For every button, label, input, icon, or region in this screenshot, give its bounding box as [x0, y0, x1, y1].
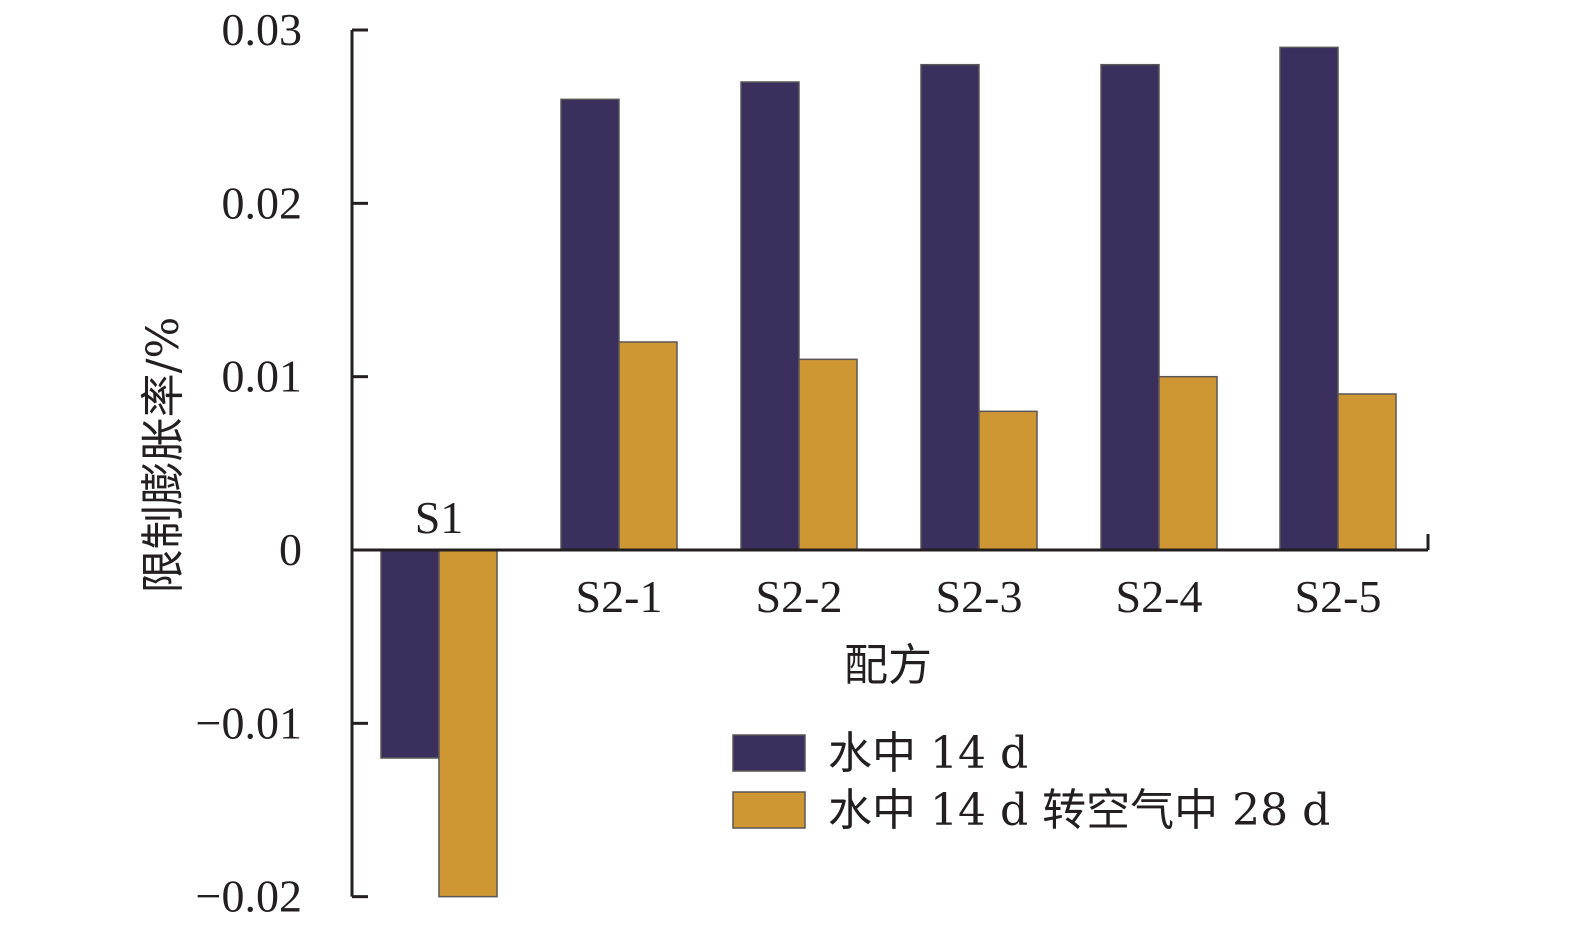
category-label: S1 — [415, 492, 464, 543]
bar-s2-3-series-1 — [920, 63, 980, 551]
bar-s2-4-series-2 — [1158, 375, 1218, 551]
bar-s2-5-series-2 — [1337, 393, 1397, 551]
bar-s2-1-series-2 — [618, 341, 678, 551]
bar-s1-series-2 — [438, 549, 498, 898]
y-tick-label: −0.02 — [196, 871, 302, 922]
axes-group — [350, 30, 1430, 897]
x-axis-title: 配方 — [844, 640, 932, 691]
legend-label-2: 水中 14 d 转空气中 28 d — [828, 785, 1330, 836]
bar-s2-5-series-1 — [1279, 46, 1339, 551]
legend: 水中 14 d 水中 14 d 转空气中 28 d — [732, 728, 1330, 836]
bar-s1-series-1 — [380, 549, 440, 759]
y-tick-label: 0.02 — [222, 177, 303, 228]
category-label: S2-2 — [756, 571, 843, 622]
category-label: S2-5 — [1295, 571, 1382, 622]
bar-s2-3-series-2 — [978, 410, 1038, 551]
bar-s2-2-series-2 — [798, 358, 858, 551]
y-axis-title: 限制膨胀率/% — [138, 317, 189, 594]
legend-label-1: 水中 14 d — [828, 728, 1028, 779]
bar-s2-2-series-1 — [740, 81, 800, 551]
bars-group — [380, 46, 1397, 898]
y-ticks-group: 0.03 0.02 0.01 0 −0.01 −0.02 — [196, 4, 368, 922]
category-label: S2-1 — [576, 571, 663, 622]
bar-s2-1-series-1 — [560, 98, 620, 551]
legend-swatch-1 — [732, 734, 806, 772]
y-tick-label: −0.01 — [196, 697, 302, 748]
category-labels-group: S1 S2-1 S2-2 S2-3 S2-4 S2-5 — [415, 492, 1382, 622]
y-tick-label: 0.03 — [222, 4, 303, 55]
y-tick-label: 0.01 — [222, 351, 303, 402]
legend-swatch-2 — [732, 791, 806, 829]
category-label: S2-3 — [936, 571, 1023, 622]
y-tick-label: 0 — [279, 524, 302, 575]
bar-s2-4-series-1 — [1100, 63, 1160, 551]
category-label: S2-4 — [1116, 571, 1203, 622]
